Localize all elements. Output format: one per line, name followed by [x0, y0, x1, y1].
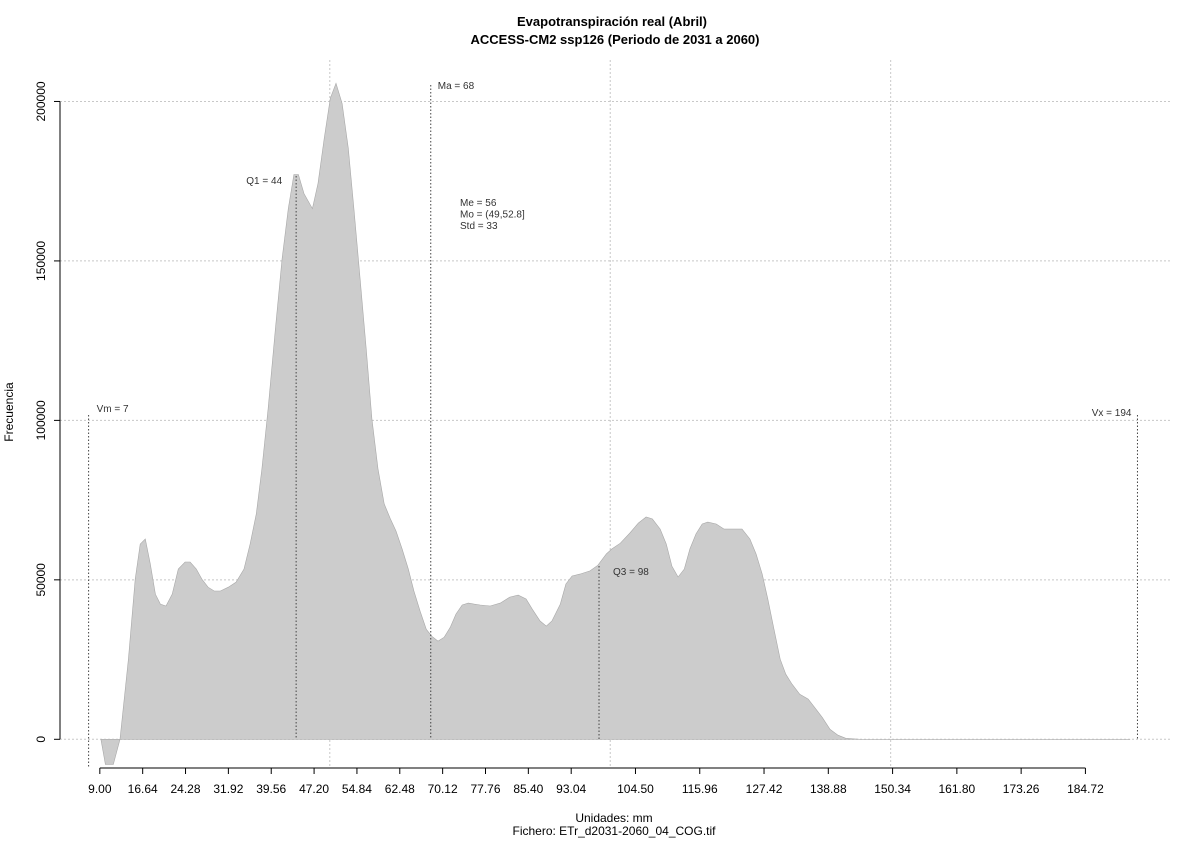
stat-label: Mo = (49,52.8]: [460, 210, 525, 221]
x-tick-label: 85.40: [513, 782, 543, 796]
marker-label: Q1 = 44: [246, 176, 282, 187]
x-tick-label: 127.42: [746, 782, 783, 796]
file-label: Fichero: ETr_d2031-2060_04_COG.tif: [513, 824, 717, 838]
x-tick-label: 93.04: [556, 782, 586, 796]
y-tick-label: 150000: [34, 241, 48, 281]
x-tick-label: 39.56: [256, 782, 286, 796]
y-tick-label: 50000: [34, 563, 48, 597]
x-tick-label: 54.84: [342, 782, 372, 796]
x-tick-label: 138.88: [810, 782, 847, 796]
x-tick-label: 24.28: [171, 782, 201, 796]
x-tick-label: 62.48: [385, 782, 415, 796]
y-tick-label: 200000: [34, 81, 48, 121]
x-tick-label: 9.00: [88, 782, 112, 796]
x-tick-label: 47.20: [299, 782, 329, 796]
marker-label: Vm = 7: [97, 404, 129, 415]
x-tick-label: 173.26: [1003, 782, 1040, 796]
stat-label: Me = 56: [460, 198, 497, 209]
chart-title: Evapotranspiración real (Abril): [517, 14, 707, 29]
chart-subtitle: ACCESS-CM2 ssp126 (Periodo de 2031 a 206…: [470, 32, 759, 47]
x-tick-label: 161.80: [939, 782, 976, 796]
y-axis-label: Frecuencia: [2, 382, 16, 442]
stat-label: Std = 33: [460, 221, 498, 232]
x-axis-label: Unidades: mm: [575, 811, 652, 825]
marker-label: Ma = 68: [438, 81, 475, 92]
area: [100, 82, 1131, 765]
y-tick-label: 0: [34, 736, 48, 743]
marker-label: Q3 = 98: [613, 567, 649, 578]
x-tick-label: 104.50: [617, 782, 654, 796]
x-tick-label: 16.64: [128, 782, 158, 796]
y-tick-label: 100000: [34, 400, 48, 440]
x-tick-label: 31.92: [213, 782, 243, 796]
x-tick-label: 150.34: [874, 782, 911, 796]
x-tick-label: 184.72: [1067, 782, 1104, 796]
x-tick-label: 70.12: [428, 782, 458, 796]
marker-label: Vx = 194: [1092, 408, 1132, 419]
x-tick-label: 77.76: [470, 782, 500, 796]
x-tick-label: 115.96: [682, 782, 718, 796]
